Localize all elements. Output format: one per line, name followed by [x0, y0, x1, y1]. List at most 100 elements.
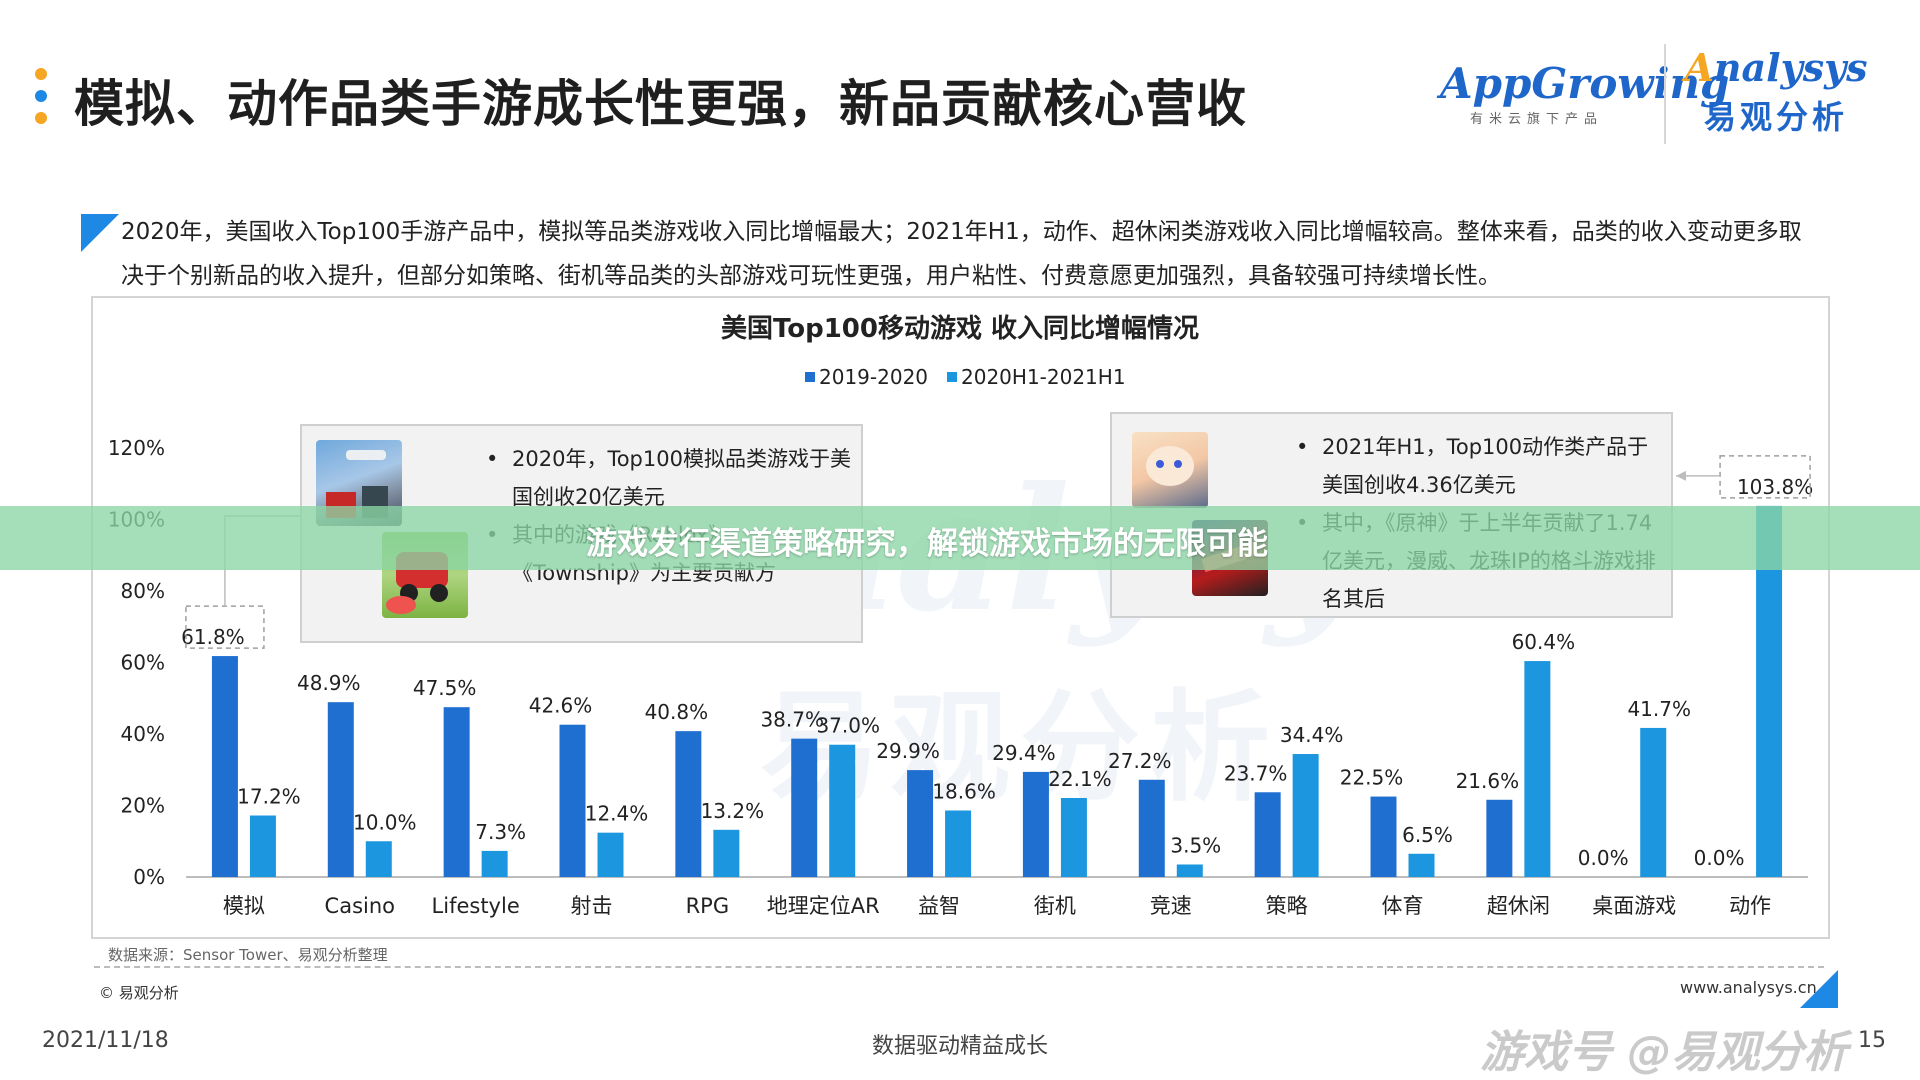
y-tick-label: 80%: [121, 579, 165, 603]
legend-label-1: 2020H1-2021H1: [961, 365, 1126, 389]
data-label: 17.2%: [237, 785, 301, 809]
bar-series-1: [675, 731, 702, 877]
bar-series-2: [1524, 661, 1551, 877]
data-label: 47.5%: [413, 676, 477, 700]
x-tick-label: RPG: [686, 894, 730, 918]
callout-action-point-1: 2021年H1，Top100动作类产品于美国创收4.36亿美元: [1296, 428, 1662, 504]
page-title: 模拟、动作品类手游成长性更强，新品贡献核心营收: [74, 75, 1247, 133]
bar-series-1: [791, 738, 818, 877]
logo-divider: [1664, 44, 1666, 144]
analysys-logo-subtitle: 易观分析: [1703, 98, 1848, 136]
accent-dot-bottom: [35, 112, 47, 124]
bar-series-1: [1486, 799, 1513, 877]
bar-series-1: [559, 724, 586, 877]
footer-dashed-divider: [94, 966, 1824, 968]
x-tick-label: 动作: [1729, 894, 1771, 918]
x-tick-label: Casino: [325, 894, 395, 918]
x-tick-label: 策略: [1266, 894, 1308, 918]
bar-series-1: [443, 707, 470, 877]
data-source: 数据来源：Sensor Tower、易观分析整理: [108, 946, 388, 964]
data-label: 34.4%: [1280, 723, 1344, 747]
data-label: 10.0%: [353, 810, 417, 834]
data-label: 12.4%: [585, 802, 649, 826]
data-label: 0.0%: [1694, 846, 1745, 870]
bar-series-1: [907, 770, 934, 877]
footer-corner-triangle: [1800, 970, 1838, 1008]
data-label: 40.8%: [645, 700, 709, 724]
accent-dot-top: [35, 68, 47, 80]
legend-swatch-0: [805, 372, 815, 382]
data-label: 13.2%: [701, 799, 765, 823]
y-tick-label: 120%: [108, 436, 165, 460]
data-label: 61.8%: [181, 625, 245, 649]
accent-dot-middle: [35, 90, 47, 102]
bar-series-2: [945, 810, 972, 877]
x-tick-label: 超休闲: [1487, 894, 1550, 918]
data-label: 6.5%: [1402, 823, 1453, 847]
bar-series-1: [1254, 792, 1281, 877]
x-tick-label: Lifestyle: [432, 894, 520, 918]
data-label: 29.9%: [876, 739, 940, 763]
data-label: 23.7%: [1224, 761, 1288, 785]
data-label: 0.0%: [1578, 846, 1629, 870]
highlight-box-action: [1719, 455, 1811, 499]
page-number: 15: [1858, 1028, 1886, 1053]
title-accent-dots: [35, 68, 47, 124]
y-tick-label: 60%: [121, 651, 165, 675]
bar-series-1: [211, 656, 238, 877]
website-url: www.analysys.cn: [1680, 978, 1817, 997]
bar-series-1: [1022, 771, 1049, 877]
copyright: © 易观分析: [99, 984, 179, 1002]
data-label: 37.0%: [816, 714, 880, 738]
bar-series-1: [327, 702, 354, 877]
bar-series-2: [1408, 853, 1435, 877]
legend-label-0: 2019-2020: [819, 365, 928, 389]
data-label: 41.7%: [1627, 697, 1691, 721]
legend-swatch-1: [947, 372, 957, 382]
genshin-game-thumbnail: [1132, 432, 1208, 508]
overlay-banner-text: 游戏发行渠道策略研究，解锁游戏市场的无限可能: [586, 526, 1268, 562]
footer-date: 2021/11/18: [42, 1028, 169, 1053]
y-tick-label: 40%: [121, 722, 165, 746]
data-label: 42.6%: [529, 694, 593, 718]
data-label: 48.9%: [297, 671, 361, 695]
data-label: 3.5%: [1170, 833, 1221, 857]
data-label: 22.5%: [1340, 766, 1404, 790]
data-label: 29.4%: [992, 741, 1056, 765]
data-label: 18.6%: [932, 780, 996, 804]
footer-slogan: 数据驱动精益成长: [872, 1034, 1049, 1059]
bar-series-2: [829, 744, 856, 877]
data-label: 103.8%: [1737, 475, 1813, 499]
chart-title: 美国Top100移动游戏 收入同比增幅情况: [721, 313, 1199, 344]
y-tick-label: 0%: [133, 865, 165, 889]
description-corner-triangle: [81, 214, 119, 252]
x-tick-label: 桌面游戏: [1592, 894, 1676, 918]
x-tick-label: 益智: [918, 894, 960, 918]
bar-series-2: [365, 841, 392, 877]
x-tick-label: 射击: [571, 894, 613, 918]
y-tick-label: 20%: [121, 794, 165, 818]
bar-series-2: [249, 815, 276, 877]
bar-series-2: [1640, 727, 1667, 877]
bar-series-2: [1060, 797, 1087, 877]
appgrowing-logo-subtitle: 有米云旗下产品: [1470, 112, 1604, 127]
bottom-corner-watermark: 游戏号 @易观分析: [1480, 1027, 1848, 1078]
callout-simulation-point-1: 2020年，Top100模拟品类游戏于美国创收20亿美元: [486, 440, 852, 516]
description-text: 2020年，美国收入Top100手游产品中，模拟等品类游戏收入同比增幅最大；20…: [121, 219, 1802, 289]
bar-series-2: [1176, 864, 1203, 877]
x-tick-label: 街机: [1034, 894, 1076, 918]
data-label: 7.3%: [475, 820, 526, 844]
bar-series-2: [1292, 754, 1319, 877]
data-label: 21.6%: [1456, 769, 1520, 793]
connector-action-arrowhead: [1676, 470, 1686, 481]
analysys-logo-text: Analysys: [1684, 45, 1868, 90]
bar-series-1: [1370, 796, 1397, 877]
overlay-banner: [0, 506, 1920, 570]
x-tick-label: 地理定位AR: [767, 894, 880, 918]
bar-series-2: [597, 832, 624, 877]
bar-series-2: [713, 829, 740, 877]
analysys-logo: Analysys 易观分析: [1676, 44, 1876, 144]
chart-frame: [91, 296, 1830, 939]
data-label: 22.1%: [1048, 767, 1112, 791]
